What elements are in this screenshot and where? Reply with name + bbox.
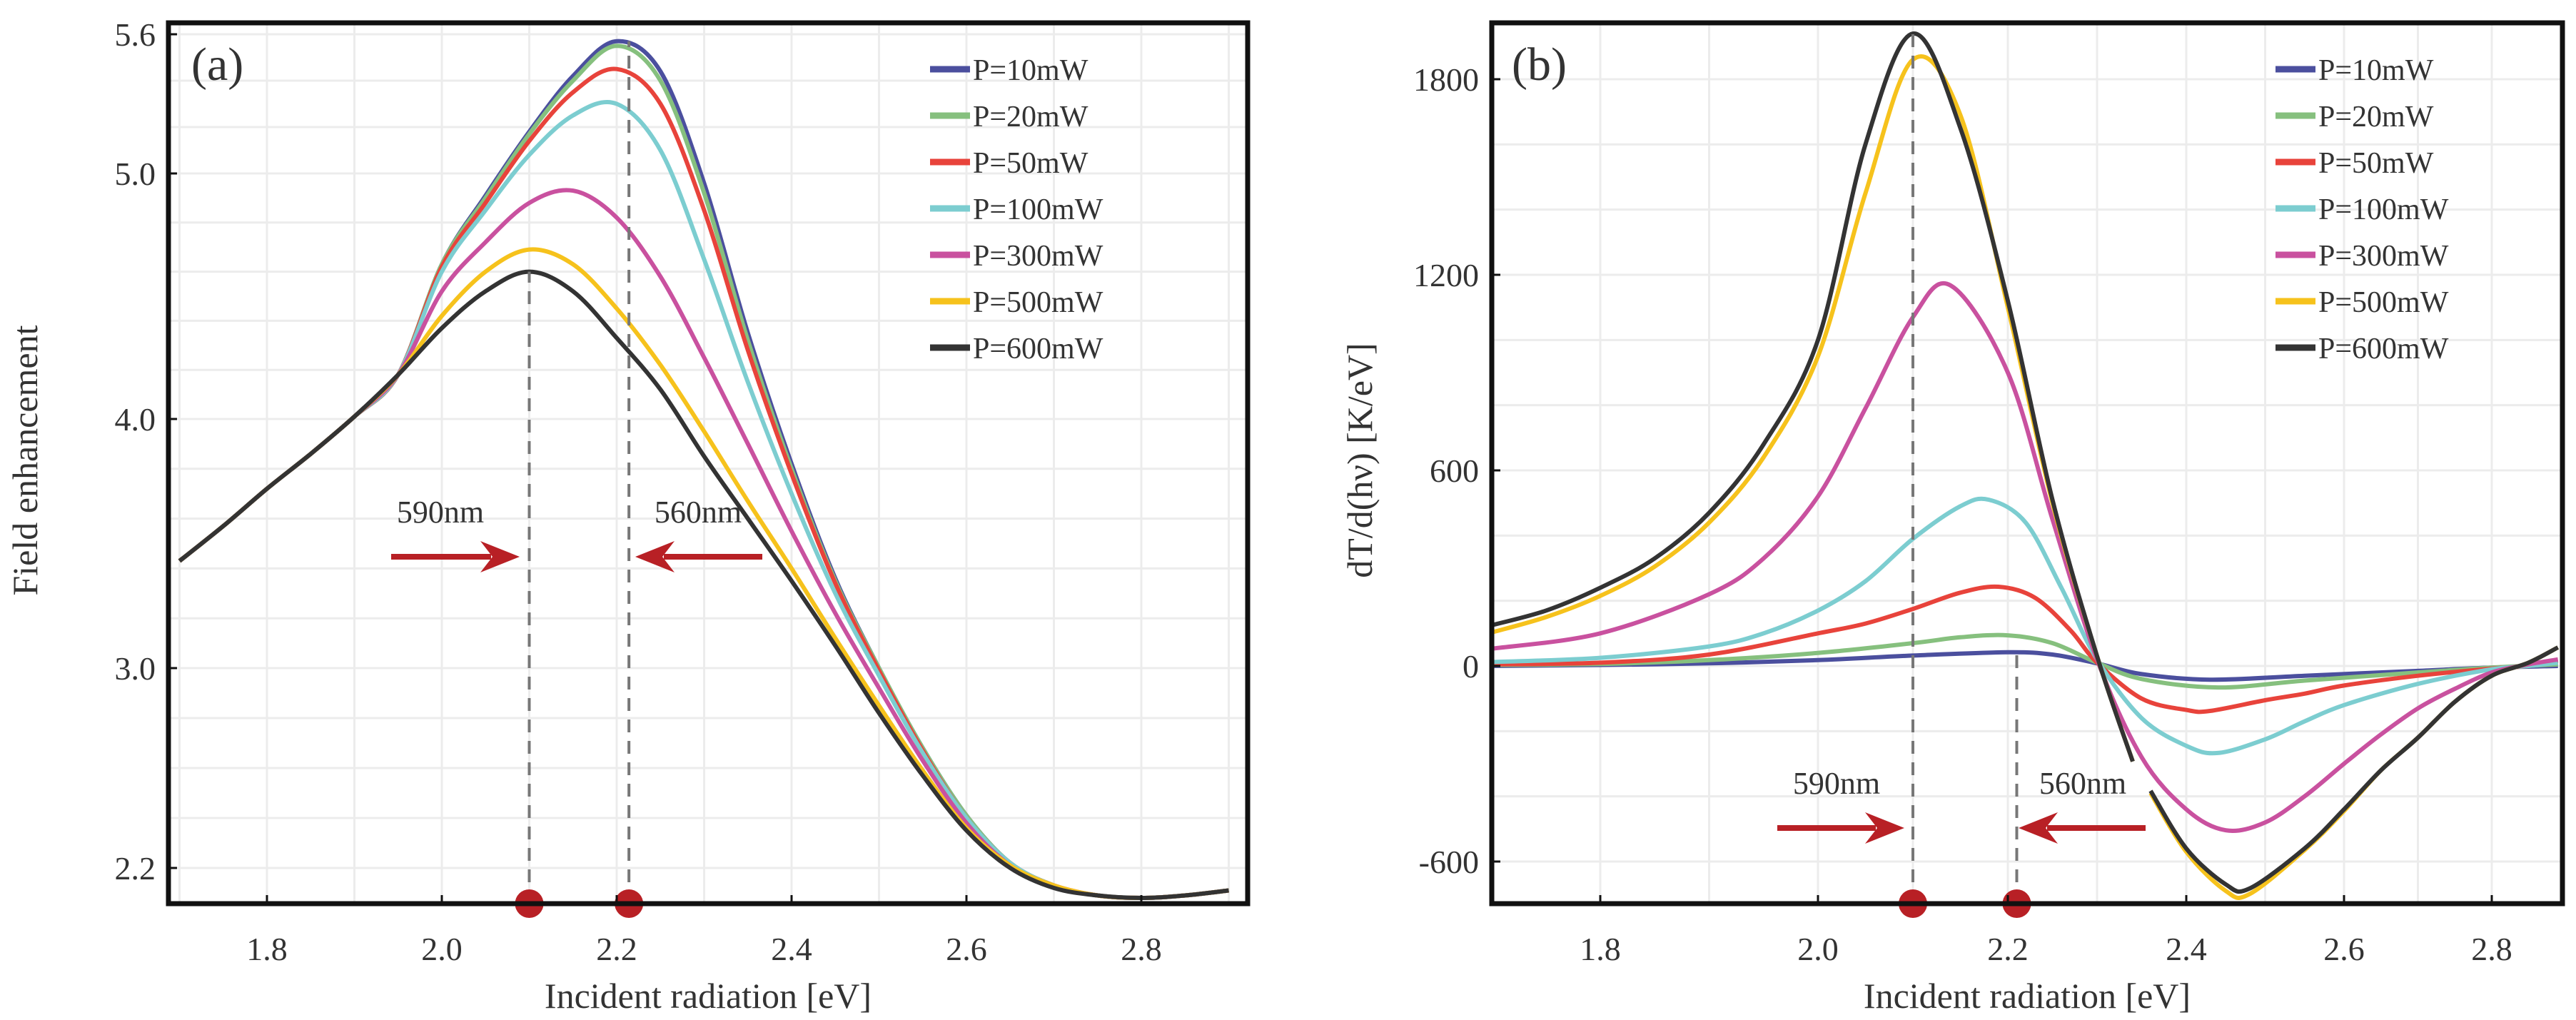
- y-tick-label: 4.0: [115, 401, 156, 438]
- y-tick-label: -600: [1419, 844, 1479, 880]
- x-tick-label: 1.8: [246, 931, 288, 967]
- x-tick-label: 2.2: [596, 931, 637, 967]
- legend: P=10mW P=20mW P=50mW P=100mW P=300mW P=500mW P…: [930, 54, 1103, 365]
- x-tick-label: 2.0: [421, 931, 463, 967]
- marker-label: 590nm: [397, 495, 484, 530]
- x-tick-label: 2.6: [2323, 931, 2365, 967]
- legend-label: P=10mW: [973, 54, 1089, 87]
- arrow-head-icon: [2019, 812, 2058, 844]
- legend-label: P=300mW: [2318, 240, 2449, 273]
- arrow-head-icon: [480, 541, 520, 572]
- series-line-p600mw: [178, 269, 1229, 900]
- arrow-head-icon: [1865, 812, 1904, 844]
- series-line-p600mw: [1492, 31, 2135, 762]
- y-axis-label: Field enhancement: [5, 325, 45, 595]
- legend-label: P=500mW: [2318, 286, 2449, 319]
- legend-label: P=600mW: [2318, 333, 2449, 365]
- legend-label: P=50mW: [973, 147, 1089, 180]
- panel-label: (a): [191, 39, 243, 91]
- legend-label: P=50mW: [2318, 147, 2434, 180]
- series-line-p300mw: [1492, 281, 2559, 833]
- legend-item: P=300mW: [930, 240, 1103, 273]
- legend-label: P=300mW: [973, 240, 1103, 273]
- x-tick-label: 2.8: [2471, 931, 2512, 967]
- y-tick-label: 3.0: [115, 650, 156, 687]
- y-tick-label: 1200: [1413, 257, 1479, 293]
- legend-item: P=500mW: [930, 286, 1103, 319]
- legend-item: P=20mW: [930, 101, 1089, 133]
- legend-label: P=100mW: [973, 193, 1103, 226]
- x-axis-label: Incident radiation [eV]: [545, 976, 872, 1016]
- series-group: [178, 39, 1229, 900]
- series-group: [1492, 31, 2560, 901]
- legend-label: P=500mW: [973, 286, 1103, 319]
- wavelength-markers: 590nm 560nm: [391, 41, 762, 918]
- legend-item: P=10mW: [930, 54, 1089, 87]
- x-tick-label: 2.2: [1987, 931, 2029, 967]
- legend-item: P=500mW: [2276, 286, 2449, 319]
- y-tick-label: 600: [1430, 453, 1479, 489]
- series-line-p500mw: [1492, 54, 2135, 762]
- legend-item: P=100mW: [2276, 193, 2449, 226]
- series-line-p50mw: [1492, 584, 2559, 714]
- x-tick-label: 2.4: [2166, 931, 2207, 967]
- axis-ticks: 1.8 2.0 2.2 2.4 2.6 2.8 5.6 5.0 4.0 3.0 2.2: [115, 16, 1162, 967]
- series-line-p20mw: [1492, 632, 2558, 690]
- y-tick-label: 2.2: [115, 850, 156, 887]
- grid: [1492, 23, 2562, 904]
- legend-item: P=20mW: [2276, 101, 2434, 133]
- wavelength-markers: 590nm 560nm: [1777, 33, 2146, 918]
- arrow-head-icon: [635, 541, 675, 572]
- series-line-p600mw: [2148, 645, 2560, 894]
- marker-label: 560nm: [655, 495, 742, 530]
- legend-label: P=100mW: [2318, 193, 2449, 226]
- series-line-p100mw: [1492, 496, 2559, 756]
- x-tick-label: 1.8: [1580, 931, 1621, 967]
- plot-frame: [166, 20, 1251, 907]
- legend-item: P=50mW: [930, 147, 1089, 180]
- y-tick-label: 0: [1463, 648, 1479, 685]
- marker-label: 560nm: [2039, 766, 2126, 801]
- panel-b-temperature-derivative: 590nm 560nm 1.8 2.0 2.2 2.4 2.6 2.8 1800 1200 600 0…: [1340, 20, 2565, 1016]
- axis-ticks: 1.8 2.0 2.2 2.4 2.6 2.8 1800 1200 600 0 -600: [1413, 61, 2512, 967]
- legend-item: P=600mW: [2276, 333, 2449, 365]
- plot-frame: [1489, 20, 2565, 907]
- x-tick-label: 2.4: [771, 931, 812, 967]
- legend: P=10mW P=20mW P=50mW P=100mW P=300mW P=500mW P…: [2276, 54, 2449, 365]
- y-axis-label: dT/d(hν) [K/eV]: [1340, 343, 1380, 577]
- marker-label: 590nm: [1793, 766, 1880, 801]
- x-tick-label: 2.0: [1797, 931, 1839, 967]
- x-axis-label: Incident radiation [eV]: [1864, 976, 2191, 1016]
- y-tick-label: 5.6: [115, 16, 156, 53]
- panel-a-field-enhancement: 590nm 560nm 1.8 2.0 2.2 2.4 2.6 2.8 5.6 5.0 4.0 3.0…: [5, 16, 1251, 1016]
- legend-item: P=100mW: [930, 193, 1103, 226]
- y-tick-label: 1800: [1413, 61, 1479, 98]
- y-tick-label: 5.0: [115, 156, 156, 192]
- legend-label: P=20mW: [973, 101, 1089, 133]
- panel-label: (b): [1512, 39, 1567, 91]
- legend-label: P=10mW: [2318, 54, 2434, 87]
- legend-item: P=300mW: [2276, 240, 2449, 273]
- legend-item: P=50mW: [2276, 147, 2434, 180]
- legend-label: P=600mW: [973, 333, 1103, 365]
- legend-item: P=10mW: [2276, 54, 2434, 87]
- legend-label: P=20mW: [2318, 101, 2434, 133]
- grid: [168, 23, 1248, 904]
- legend-item: P=600mW: [930, 333, 1103, 365]
- x-tick-label: 2.6: [946, 931, 987, 967]
- x-tick-label: 2.8: [1121, 931, 1162, 967]
